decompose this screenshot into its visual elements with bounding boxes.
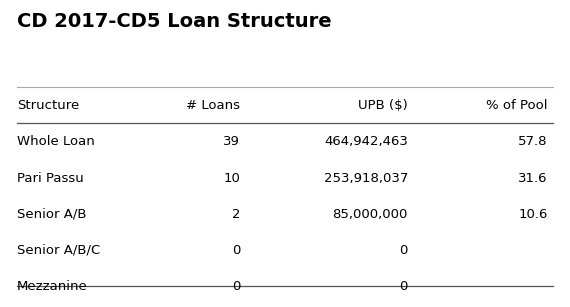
Text: Senior A/B/C: Senior A/B/C	[17, 244, 100, 257]
Text: 0: 0	[232, 280, 241, 293]
Text: 0: 0	[232, 244, 241, 257]
Text: 10.6: 10.6	[518, 208, 548, 221]
Text: 0: 0	[400, 280, 408, 293]
Text: UPB ($): UPB ($)	[358, 99, 408, 112]
Text: 39: 39	[223, 135, 241, 149]
Text: 2: 2	[232, 208, 241, 221]
Text: Senior A/B: Senior A/B	[17, 208, 87, 221]
Text: Mezzanine: Mezzanine	[17, 280, 88, 293]
Text: 31.6: 31.6	[518, 172, 548, 185]
Text: 85,000,000: 85,000,000	[332, 208, 408, 221]
Text: # Loans: # Loans	[186, 99, 241, 112]
Text: 57.8: 57.8	[518, 135, 548, 149]
Text: 0: 0	[400, 244, 408, 257]
Text: Pari Passu: Pari Passu	[17, 172, 84, 185]
Text: 464,942,463: 464,942,463	[324, 135, 408, 149]
Text: Whole Loan: Whole Loan	[17, 135, 95, 149]
Text: % of Pool: % of Pool	[486, 99, 548, 112]
Text: CD 2017-CD5 Loan Structure: CD 2017-CD5 Loan Structure	[17, 12, 332, 31]
Text: 253,918,037: 253,918,037	[324, 172, 408, 185]
Text: 10: 10	[223, 172, 241, 185]
Text: Structure: Structure	[17, 99, 79, 112]
